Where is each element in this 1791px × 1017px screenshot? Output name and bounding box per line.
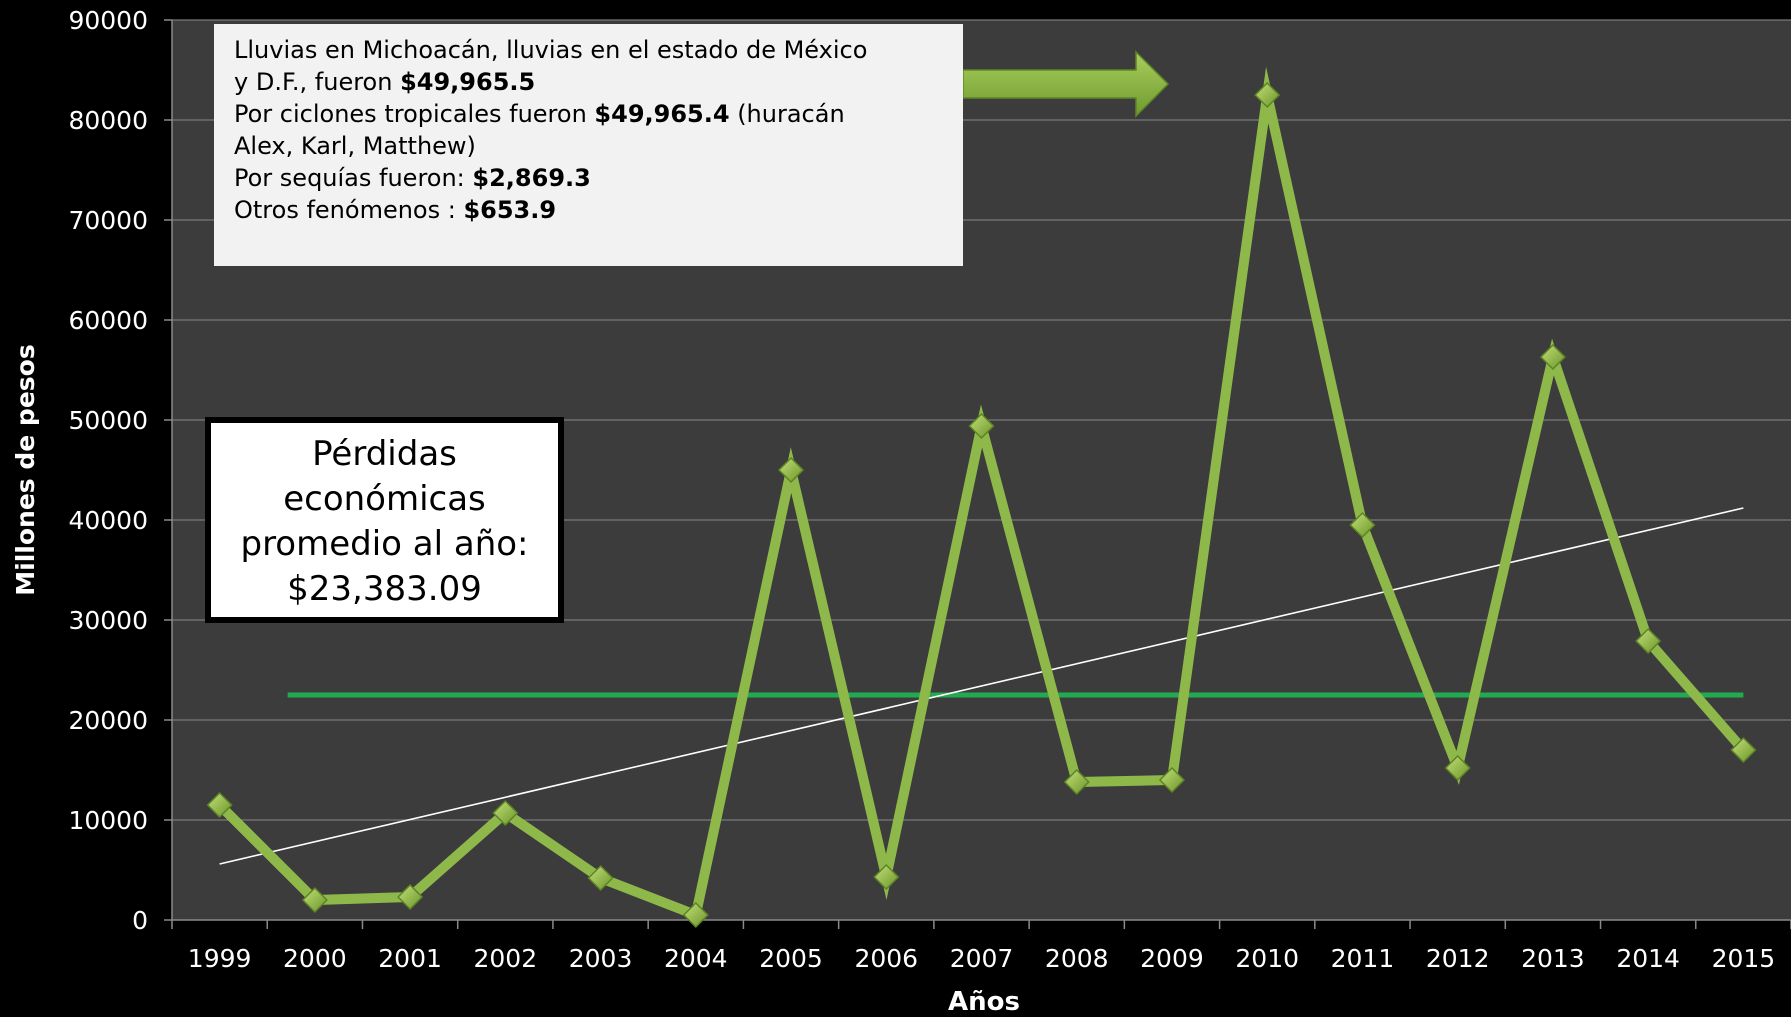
- average-text-line: Pérdidas: [312, 434, 457, 474]
- data-point: [397, 883, 424, 911]
- x-tick-labels: 1999 2000 2001 2002 2003 2004 2005 2006 2007 2008…: [188, 944, 1775, 973]
- arrow-icon: [962, 50, 1170, 118]
- x-tick-label: 1999: [188, 944, 252, 973]
- data-point: [1349, 511, 1376, 539]
- average-text-line: económicas: [283, 479, 486, 519]
- average-annotation-box: Pérdidas económicas promedio al año: $23…: [205, 417, 564, 623]
- x-tick-label: 2000: [283, 944, 347, 973]
- annotation-line: Lluvias en Michoacán, lluvias en el esta…: [234, 36, 868, 64]
- x-tick-label: 2004: [664, 944, 728, 973]
- average-text-line: $23,383.09: [287, 569, 482, 609]
- y-tick-label: 60000: [68, 306, 148, 335]
- y-tick-label: 90000: [68, 6, 148, 35]
- y-tick-label: 70000: [68, 206, 148, 235]
- data-markers: [206, 81, 1757, 929]
- data-point: [1254, 81, 1281, 109]
- y-tick-label: 80000: [68, 106, 148, 135]
- x-tick-label: 2003: [569, 944, 633, 973]
- y-axis-label: Millones de pesos: [11, 344, 40, 595]
- y-tick-label: 0: [132, 906, 148, 935]
- data-point: [1158, 766, 1186, 794]
- annotation-line: Por sequías fueron: $2,869.3: [234, 164, 591, 192]
- x-tick-label: 2006: [854, 944, 918, 973]
- data-point: [1539, 343, 1566, 371]
- x-tick-label: 2001: [378, 944, 442, 973]
- x-tick-label: 2005: [759, 944, 823, 973]
- y-tick-label: 50000: [68, 406, 148, 435]
- x-tick-label: 2009: [1140, 944, 1204, 973]
- y-tick-label: 40000: [68, 506, 148, 535]
- x-tick-label: 2007: [950, 944, 1014, 973]
- trend-line: [219, 507, 1744, 865]
- trend-line: [219, 507, 1744, 865]
- data-point: [587, 864, 614, 892]
- data-point: [1730, 736, 1757, 764]
- x-tick-label: 2013: [1521, 944, 1585, 973]
- data-point: [492, 799, 519, 827]
- data-point: [682, 901, 709, 929]
- annotation-box: Lluvias en Michoacán, lluvias en el esta…: [214, 24, 963, 266]
- annotation-line: Por ciclones tropicales fueron $49,965.4…: [234, 100, 845, 128]
- x-tick-label: 2011: [1331, 944, 1395, 973]
- x-tick-label: 2012: [1426, 944, 1490, 973]
- data-point: [873, 863, 900, 891]
- x-tick-label: 2015: [1712, 944, 1776, 973]
- x-axis-label: Años: [948, 987, 1020, 1017]
- data-point: [1444, 754, 1471, 782]
- average-text-line: promedio al año:: [240, 524, 529, 564]
- data-point: [206, 791, 233, 819]
- annotation-line: Otros fenómenos : $653.9: [234, 196, 557, 224]
- x-tick-label: 2010: [1235, 944, 1299, 973]
- data-point: [1063, 768, 1090, 796]
- x-tick-label: 2014: [1616, 944, 1680, 973]
- annotation-line: Alex, Karl, Matthew): [234, 132, 476, 160]
- data-point: [1635, 627, 1662, 655]
- axes: [164, 19, 1791, 929]
- x-tick-label: 2008: [1045, 944, 1109, 973]
- x-tick-label: 2002: [474, 944, 538, 973]
- data-point: [968, 412, 995, 440]
- y-tick-label: 20000: [68, 706, 148, 735]
- y-tick-label: 30000: [68, 606, 148, 635]
- data-point: [301, 886, 328, 914]
- data-point: [777, 456, 805, 484]
- y-tick-label: 10000: [68, 806, 148, 835]
- annotation-line: y D.F., fueron $49,965.5: [234, 68, 536, 96]
- y-tick-labels: 0 10000 20000 30000 40000 50000 60000 70000 8000…: [68, 6, 148, 935]
